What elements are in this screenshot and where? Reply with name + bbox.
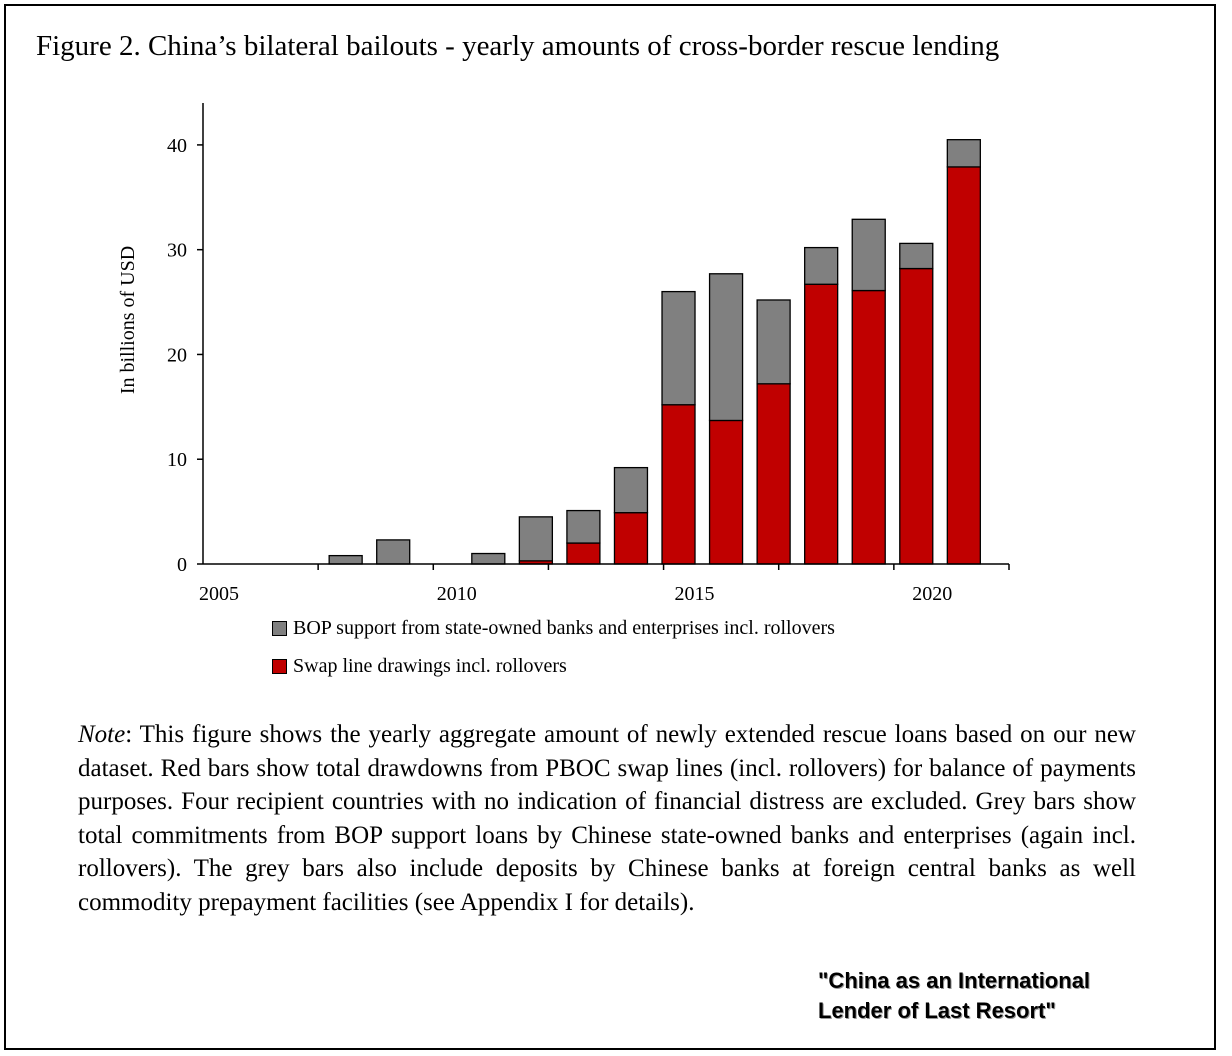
legend-label-swap: Swap line drawings incl. rollovers <box>293 655 567 677</box>
bar-bop-2011 <box>471 552 506 565</box>
y-tick-label-10: 10 <box>167 449 187 471</box>
bar-swap-2019 <box>851 289 886 565</box>
note-text: : This figure shows the yearly aggregate… <box>78 721 1136 916</box>
axes-layer: 0 10 20 30 40 2005 2010 2015 2020 <box>167 103 1010 605</box>
source-line-1: "China as an International <box>818 968 1091 993</box>
bars-layer <box>328 139 981 565</box>
legend-swatch-red <box>272 659 287 674</box>
source-citation: "China as an International Lender of Las… <box>818 966 1090 1026</box>
bar-swap-2018 <box>804 283 839 565</box>
bar-swap-2015 <box>661 404 696 565</box>
bar-bop-2014 <box>613 466 649 514</box>
bar-bop-2015 <box>661 290 696 406</box>
y-tick-label-30: 30 <box>167 240 187 262</box>
bar-bop-2019 <box>851 218 886 292</box>
legend-item-swap: Swap line drawings incl. rollovers <box>272 655 567 678</box>
legend-swatch-grey <box>272 621 287 636</box>
bar-bop-2021 <box>946 139 981 168</box>
y-tick-label-40: 40 <box>167 135 187 157</box>
bar-bop-2016 <box>708 273 744 422</box>
bar-bop-2020 <box>899 242 934 270</box>
bar-swap-2013 <box>566 542 601 565</box>
legend-label-bop: BOP support from state-owned banks and e… <box>293 617 835 639</box>
bar-swap-2014 <box>613 512 649 565</box>
note-label: Note <box>78 721 126 748</box>
bar-chart: 0 10 20 30 40 2005 2010 2015 2020 In billions of… <box>117 103 1010 605</box>
bar-bop-2018 <box>804 246 839 285</box>
figure-title: Figure 2. China’s bilateral bailouts - y… <box>36 30 1000 62</box>
bar-bop-2008 <box>328 554 363 565</box>
figure-frame <box>4 4 1216 1050</box>
y-tick-label-20: 20 <box>167 344 187 366</box>
y-tick-label-0: 0 <box>177 554 187 576</box>
x-tick-label-2010: 2010 <box>437 583 477 605</box>
y-axis-label: In billions of USD <box>117 246 139 394</box>
x-tick-label-2005: 2005 <box>199 583 239 605</box>
bar-bop-2017 <box>756 299 791 385</box>
bar-swap-2020 <box>899 267 934 565</box>
bar-bop-2012 <box>518 516 554 562</box>
legend-item-bop: BOP support from state-owned banks and e… <box>272 617 835 640</box>
bar-swap-2021 <box>946 166 981 565</box>
bar-bop-2013 <box>566 509 601 544</box>
figure-note: Note: This figure shows the yearly aggre… <box>78 718 1136 919</box>
bar-swap-2017 <box>756 383 791 565</box>
source-line-2: Lender of Last Resort" <box>818 998 1056 1023</box>
x-tick-label-2020: 2020 <box>912 583 952 605</box>
x-tick-label-2015: 2015 <box>675 583 715 605</box>
bar-swap-2016 <box>708 419 744 565</box>
bar-bop-2009 <box>376 539 411 565</box>
